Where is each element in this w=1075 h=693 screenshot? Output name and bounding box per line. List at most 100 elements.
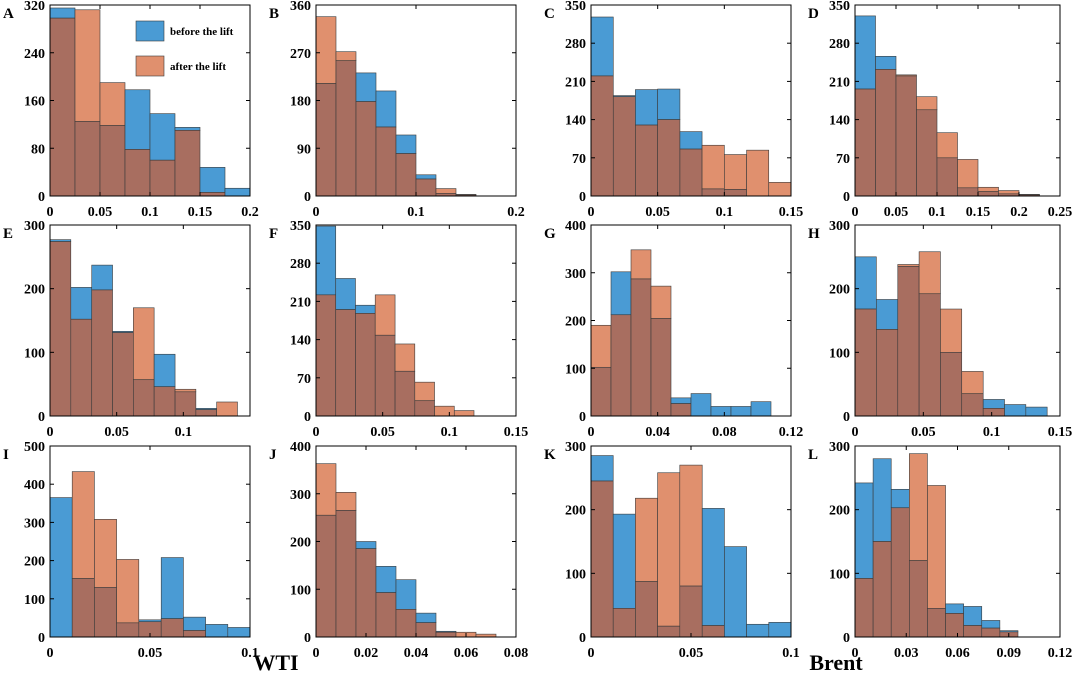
axes-box-c [590, 4, 792, 197]
y-tick-label: 360 [290, 0, 311, 14]
bar-after-c-6 [724, 154, 747, 190]
y-tick-label: 140 [290, 334, 311, 349]
x-tick-label: 0.1 [928, 205, 946, 220]
x-tick-label: 0.05 [104, 425, 129, 440]
bar-overlap-i-1 [71, 578, 95, 638]
x-tick-label: 0.15 [779, 205, 804, 220]
y-tick-label: 280 [565, 37, 586, 52]
bar-before-i-5 [160, 557, 184, 619]
bar-overlap-j-0 [315, 514, 337, 638]
panel-letter: K [544, 447, 556, 463]
bar-after-c-8 [768, 182, 792, 197]
bar-after-l-4 [927, 485, 946, 609]
bar-before-g-8 [750, 401, 772, 417]
y-tick-label: 0 [38, 410, 45, 425]
bar-overlap-k-4 [679, 585, 703, 638]
panel-k: 0 100 200 300 0 0.05 0.1 K [544, 440, 800, 661]
bar-before-j-5 [415, 612, 437, 623]
bar-after-i-2 [94, 519, 117, 588]
x-tick-label: 0.1 [141, 205, 159, 220]
x-tick-label: 0.05 [911, 425, 936, 440]
bar-overlap-b-3 [375, 126, 397, 197]
bar-before-c-2 [635, 89, 658, 126]
bar-overlap-k-5 [701, 625, 725, 638]
y-tick-label: 100 [829, 567, 850, 582]
x-tick-label: 0 [313, 646, 320, 661]
bar-overlap-l-0 [854, 578, 874, 638]
bar-overlap-h-0 [854, 308, 877, 417]
x-tick-label: 0 [313, 205, 320, 220]
bar-before-k-0 [590, 455, 614, 482]
legend: before the lift after the lift [135, 20, 234, 77]
x-tick-label: 0.05 [679, 646, 704, 661]
bar-before-a-7 [224, 187, 251, 197]
bar-before-f-2 [355, 304, 376, 314]
x-tick-label: 0.2 [1010, 205, 1028, 220]
bar-before-g-1 [610, 271, 632, 316]
bar-before-k-6 [724, 546, 747, 638]
bar-overlap-c-1 [612, 96, 636, 197]
bar-after-b-6 [435, 188, 457, 194]
bar-after-i-3 [116, 559, 140, 624]
bar-before-b-2 [355, 72, 377, 102]
bar-overlap-l-2 [890, 507, 910, 638]
bar-before-b-4 [395, 134, 417, 154]
bar-overlap-e-5 [153, 386, 176, 417]
bar-after-j-1 [335, 492, 357, 511]
bar-before-h-8 [1025, 406, 1048, 417]
bar-overlap-a-2 [99, 125, 126, 197]
x-tick-label: 0.04 [404, 646, 429, 661]
bar-overlap-d-1 [875, 69, 897, 197]
bar-after-h-4 [940, 308, 963, 353]
bar-before-b-3 [375, 90, 397, 128]
bar-after-f-5 [414, 381, 435, 402]
bar-before-i-8 [227, 627, 251, 638]
y-tick-label: 280 [829, 37, 850, 52]
bar-before-l-7 [981, 620, 1001, 629]
panel-d: 0 70 140 210 280 350 0 0.05 0.1 0.15 0.2 0.25 D [808, 0, 1072, 220]
panel-letter: J [269, 447, 277, 463]
bar-after-k-2 [635, 497, 658, 582]
bar-overlap-h-1 [876, 329, 899, 417]
x-tick-label: 0.25 [1048, 205, 1073, 220]
bar-before-e-1 [70, 287, 93, 320]
bar-overlap-c-4 [679, 148, 703, 197]
legend-swatch-after [135, 55, 165, 77]
panel-j: 0 100 200 300 400 0 0.02 0.04 0.06 0.08 J [269, 440, 528, 661]
y-tick-label: 90 [297, 142, 311, 157]
y-tick-label: 200 [24, 283, 45, 298]
bar-after-f-4 [394, 343, 416, 372]
bar-overlap-j-3 [375, 592, 397, 638]
y-tick-label: 200 [565, 315, 586, 330]
x-tick-label: 0.12 [1048, 646, 1073, 661]
bar-overlap-e-6 [174, 391, 197, 417]
bar-before-k-7 [746, 623, 770, 638]
y-tick-label: 100 [24, 346, 45, 361]
bar-overlap-j-6 [435, 631, 457, 638]
bar-before-a-0 [49, 7, 76, 19]
x-tick-label: 0.06 [454, 646, 479, 661]
bar-overlap-c-6 [724, 189, 747, 197]
bar-overlap-l-3 [909, 560, 928, 638]
bar-before-i-0 [49, 497, 73, 638]
bar-before-f-0 [315, 225, 337, 296]
legend-swatch-before [135, 20, 165, 42]
bar-overlap-k-2 [635, 581, 658, 638]
y-tick-label: 70 [836, 152, 850, 167]
bar-after-h-3 [918, 251, 941, 295]
bar-overlap-h-2 [897, 266, 920, 417]
y-tick-label: 350 [290, 219, 311, 234]
y-tick-label: 70 [297, 372, 311, 387]
y-tick-label: 0 [304, 631, 311, 646]
x-tick-label: 0.05 [88, 205, 113, 220]
panel-g: 0 100 200 300 400 0 0.04 0.08 0.12 G [544, 219, 803, 440]
x-tick-label: 0 [852, 646, 859, 661]
bar-before-h-6 [982, 399, 1005, 409]
bar-overlap-l-5 [945, 613, 964, 638]
bar-overlap-h-6 [982, 408, 1005, 417]
y-tick-label: 100 [565, 567, 586, 582]
y-tick-label: 80 [31, 142, 45, 157]
bar-overlap-b-1 [335, 60, 357, 197]
bar-overlap-k-3 [657, 625, 681, 638]
y-tick-label: 300 [829, 219, 850, 234]
